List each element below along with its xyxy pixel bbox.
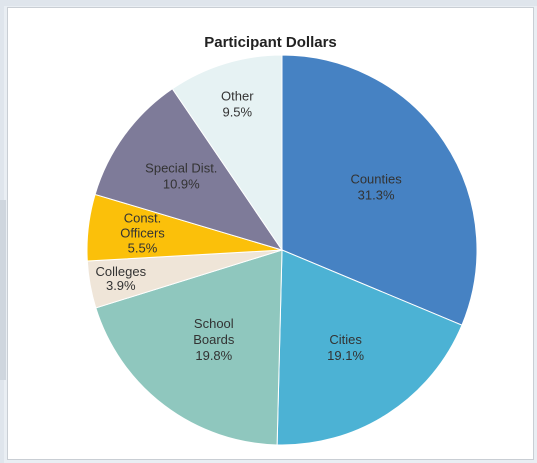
pie-label-value: 9.5% [222, 105, 252, 120]
chart-title: Participant Dollars [204, 34, 337, 51]
pie-label-value: 19.1% [327, 348, 364, 363]
pie-slice-school-boards [95, 249, 283, 446]
pie-label-name: Boards [193, 332, 235, 347]
pie-slices [86, 54, 478, 446]
pie-label-value: 10.9% [163, 176, 200, 191]
pie-slice-cities [276, 249, 463, 446]
pie-slice-special-dist [94, 88, 284, 251]
pie-label-other: Other 9.5% [221, 89, 254, 120]
pie-label-counties: Counties 31.3% [350, 171, 402, 202]
pie-label-value: 19.8% [195, 348, 232, 363]
pie-label-name: Colleges [96, 264, 147, 279]
frame-top-edge [0, 0, 537, 6]
pie-slice-counties [281, 54, 478, 326]
pie-label-name: Const. [124, 211, 162, 226]
pie-label-const-officers: Const. Officers 5.5% [120, 211, 165, 256]
pie-label-name: Cities [329, 332, 362, 347]
pie-label-cities: Cities 19.1% [327, 332, 364, 363]
pie-label-value: 31.3% [358, 187, 395, 202]
pie-label-name: Special Dist. [145, 160, 217, 175]
pie-label-special-dist: Special Dist. 10.9% [145, 160, 217, 191]
pie-label-value: 5.5% [128, 241, 158, 256]
pie-label-colleges: Colleges 3.9% [96, 264, 147, 293]
pie-label-name: School [194, 316, 234, 331]
pie-label-school-boards: School Boards 19.8% [193, 316, 235, 363]
pie-label-name: Other [221, 89, 254, 104]
pie-label-name: Counties [350, 171, 402, 186]
pie-label-name: Officers [120, 226, 165, 241]
frame-notch [0, 200, 6, 380]
pie-slice-other [171, 54, 283, 252]
pie-label-value: 3.9% [106, 278, 136, 293]
pie-labels: Counties 31.3% Cities 19.1% School Boards 19.8… [96, 89, 403, 364]
